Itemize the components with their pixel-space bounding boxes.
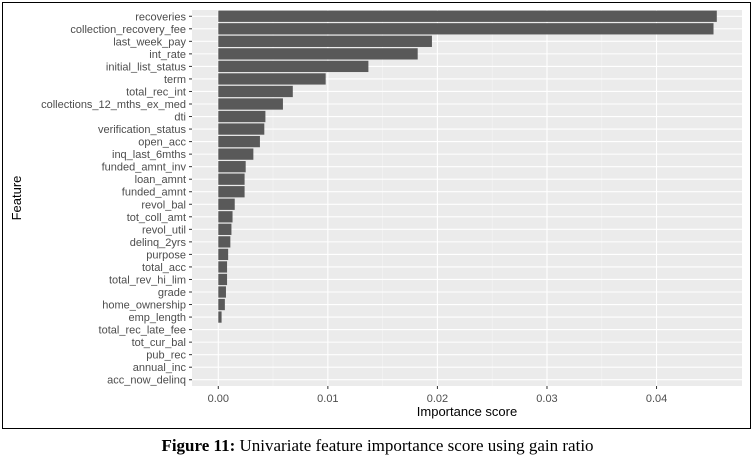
bar-verification_status [218,123,265,135]
y-tick-label: dti [174,112,186,124]
bar-funded_amnt [218,186,245,198]
y-tick-label: pub_rec [146,350,186,362]
y-tick-label: total_acc [142,262,187,274]
y-tick-label: annual_inc [133,362,187,374]
y-tick-label: revol_bal [141,199,186,211]
y-tick-label: revol_util [142,224,186,236]
bar-total_rec_int [218,85,293,98]
bar-total_rev_hi_lim [218,273,228,286]
y-tick-label: total_rec_late_fee [99,325,186,337]
y-tick-label: grade [158,287,186,299]
bar-int_rate [218,48,418,60]
y-tick-label: open_acc [138,137,186,149]
y-axis-title: Feature [9,176,24,221]
y-tick-label: inq_last_6mths [112,149,186,161]
y-tick-label: emp_length [129,312,187,324]
x-tick-label: 0.02 [427,393,448,405]
y-tick-label: term [164,74,186,86]
bar-last_week_pay [218,35,432,47]
figure-caption-label: Figure 11: [161,436,236,455]
y-tick-label: recoveries [135,11,186,23]
chart-frame: recoveries collection_recovery_fee last_we… [2,2,751,429]
bar-home_ownership [218,298,225,311]
y-tick-label: purpose [146,249,186,261]
x-tick-label: 0.04 [646,393,667,405]
x-axis-title: Importance score [417,404,517,419]
x-tick-labels: 0.00 0.01 0.02 0.03 0.04 [208,393,668,405]
y-tick-label: collection_recovery_fee [70,24,186,36]
bar-recoveries [218,10,717,22]
bar-funded_amnt_inv [218,161,246,173]
bar-term [218,73,326,85]
bar-emp_length [218,311,222,323]
bar-revol_util [218,223,232,235]
x-tick-marks [217,386,658,389]
y-tick-label: tot_coll_amt [127,212,186,224]
bar-dti [218,110,266,123]
y-tick-label: collections_12_mths_ex_med [41,99,186,111]
plot-panel [192,10,742,386]
y-tick-label: total_rec_int [126,86,186,98]
bar-inq_last_6mths [218,148,254,160]
y-tick-label: int_rate [149,49,186,61]
bar-purpose [218,248,229,261]
y-tick-label: verification_status [98,124,187,136]
x-tick-label: 0.01 [317,393,338,405]
bar-grade [218,286,226,298]
bar-tot_coll_amt [218,211,233,223]
y-tick-label: funded_amnt [122,187,186,199]
y-tick-label: last_week_pay [113,36,186,48]
bar-initial_list_status [218,60,369,73]
y-tick-label: delinq_2yrs [130,237,187,249]
figure-caption: Figure 11: Univariate feature importance… [0,436,755,456]
bar-delinq_2yrs [218,236,231,248]
bar-total_acc [218,261,228,273]
importance-bar-chart: recoveriescollection_recovery_feelast_we… [9,10,742,419]
y-tick-labels: recoveriescollection_recovery_feelast_we… [41,11,186,386]
x-tick-label: 0.00 [208,393,229,405]
bar-collection_recovery_fee [218,23,714,35]
x-tick-label: 0.03 [536,393,557,405]
y-tick-label: loan_amnt [135,174,186,186]
y-tick-label: funded_amnt_inv [102,162,187,174]
bar-loan_amnt [218,173,245,185]
bars [218,10,717,323]
y-tick-label: total_rev_hi_lim [109,274,186,286]
y-tick-label: home_ownership [102,300,186,312]
bar-revol_bal [218,198,235,210]
y-tick-marks [189,15,192,381]
y-tick-label: tot_cur_bal [132,337,186,349]
bar-open_acc [218,135,260,148]
bar-collections_12_mths_ex_med [218,98,283,110]
figure-caption-text: Univariate feature importance score usin… [235,436,594,455]
y-tick-label: initial_list_status [106,61,187,73]
y-tick-label: acc_now_delinq [107,375,186,387]
